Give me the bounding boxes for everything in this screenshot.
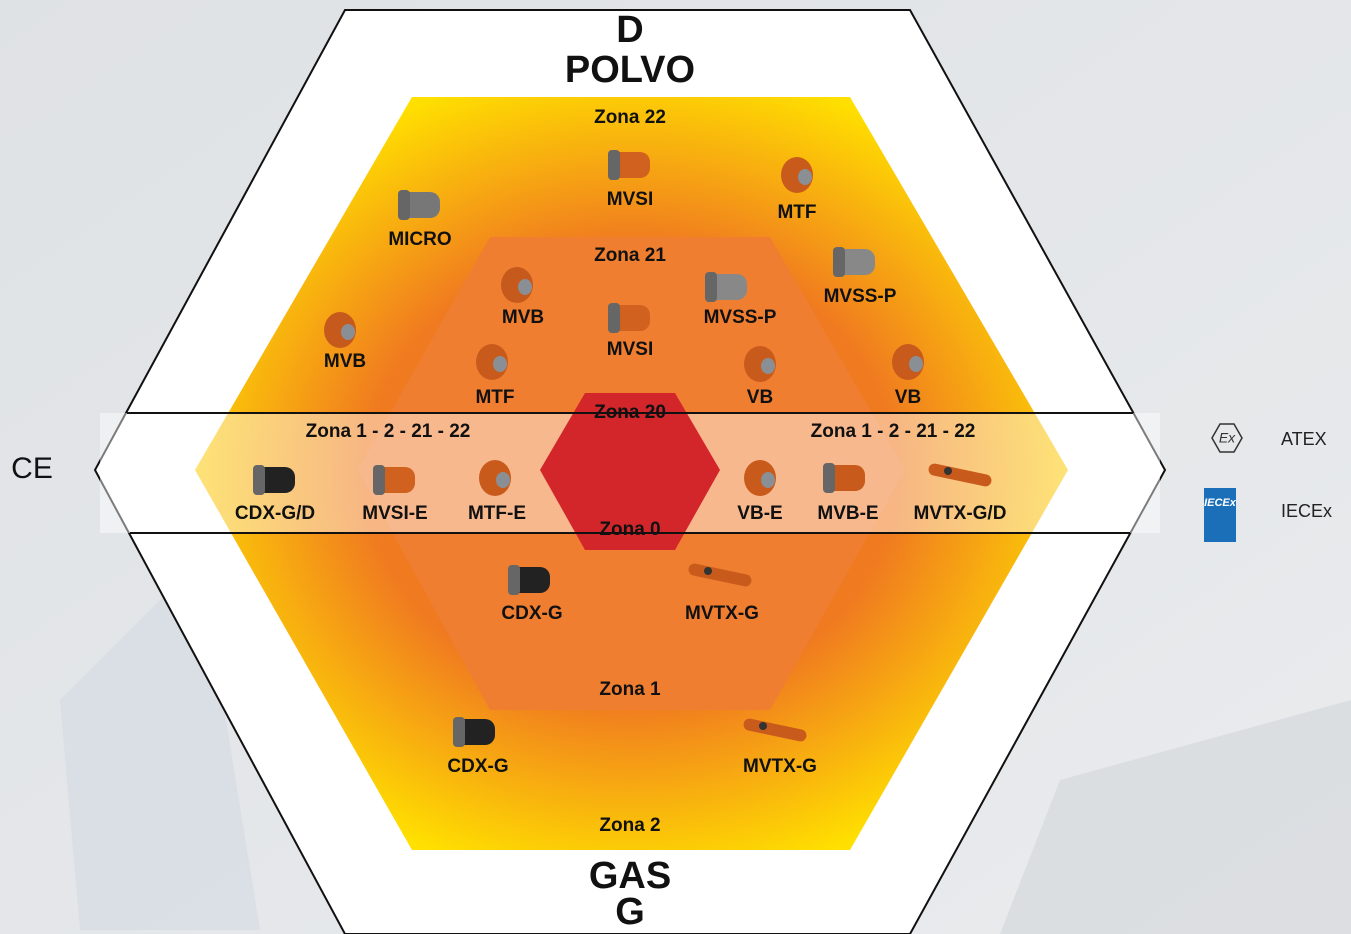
product-detail [833, 247, 845, 277]
product-label: MVB-E [817, 503, 878, 524]
ex-symbol: Ex [1219, 430, 1236, 446]
product-icon [508, 565, 550, 595]
product-label: MVSI [607, 339, 653, 360]
product-icon [398, 190, 440, 220]
diagram: D POLVO GAS G CE Ex ATEX IECEx IECEx Zon… [0, 0, 1351, 934]
product-detail [496, 472, 510, 488]
product-detail [493, 356, 507, 372]
product-label: MICRO [388, 229, 451, 250]
product-detail [608, 150, 620, 180]
product-icon [253, 465, 295, 495]
gas-letter: G [615, 891, 645, 933]
product-label: CDX-G [447, 756, 508, 777]
product-detail [341, 324, 355, 340]
product-detail [518, 279, 532, 295]
product-label: CDX-G/D [235, 503, 315, 524]
product-icon [705, 272, 747, 302]
iecex-symbol: IECEx [1204, 497, 1237, 509]
product-detail [453, 717, 465, 747]
zone-label: Zona 22 [594, 107, 666, 128]
product-label: MVTX-G/D [914, 503, 1007, 524]
product-icon [744, 460, 776, 496]
legend-label: ATEX [1281, 429, 1327, 449]
zone-label: Zona 21 [594, 245, 666, 266]
product-label: MTF-E [468, 503, 526, 524]
product-detail [508, 565, 520, 595]
product-icon [744, 346, 776, 382]
legend-label: IECEx [1281, 501, 1332, 521]
product-label: MVTX-G [685, 603, 759, 624]
zone-label: Zona 1 [599, 679, 661, 700]
product-label: MVB [324, 351, 366, 372]
product-label: VB-E [737, 503, 782, 524]
product-detail [704, 567, 712, 575]
product-icon [781, 157, 813, 193]
product-detail [705, 272, 717, 302]
product-label: MVB [502, 307, 544, 328]
product-detail [761, 358, 775, 374]
product-icon [892, 344, 924, 380]
zone-label: Zona 1 - 2 - 21 - 22 [811, 421, 976, 442]
product-label: MTF [777, 202, 816, 223]
product-detail [761, 472, 775, 488]
product-label: CDX-G [501, 603, 562, 624]
product-detail [759, 722, 767, 730]
zone-label: Zona 0 [599, 519, 660, 540]
product-label: MVSI [607, 189, 653, 210]
product-icon [501, 267, 533, 303]
product-icon [373, 465, 415, 495]
product-label: MVSI-E [362, 503, 427, 524]
product-detail [944, 467, 952, 475]
product-icon [324, 312, 356, 348]
product-icon [453, 717, 495, 747]
product-icon [608, 303, 650, 333]
product-detail [253, 465, 265, 495]
product-detail [798, 169, 812, 185]
product-detail [608, 303, 620, 333]
product-icon [833, 247, 875, 277]
product-icon [479, 460, 511, 496]
product-label: MVSS-P [824, 286, 897, 307]
product-detail [823, 463, 835, 493]
product-detail [909, 356, 923, 372]
product-icon [608, 150, 650, 180]
ce-mark: CE [11, 452, 53, 485]
product-icon [823, 463, 865, 493]
zone-label: Zona 1 - 2 - 21 - 22 [306, 421, 471, 442]
product-label: VB [895, 387, 921, 408]
dust-letter: D [616, 9, 643, 51]
product-detail [398, 190, 410, 220]
dust-label: POLVO [565, 49, 695, 91]
product-label: MTF [475, 387, 514, 408]
product-label: VB [747, 387, 773, 408]
zone-label: Zona 20 [594, 402, 666, 423]
product-detail [373, 465, 385, 495]
product-icon [476, 344, 508, 380]
product-label: MVTX-G [743, 756, 817, 777]
zone-label: Zona 2 [599, 815, 660, 836]
product-label: MVSS-P [704, 307, 777, 328]
